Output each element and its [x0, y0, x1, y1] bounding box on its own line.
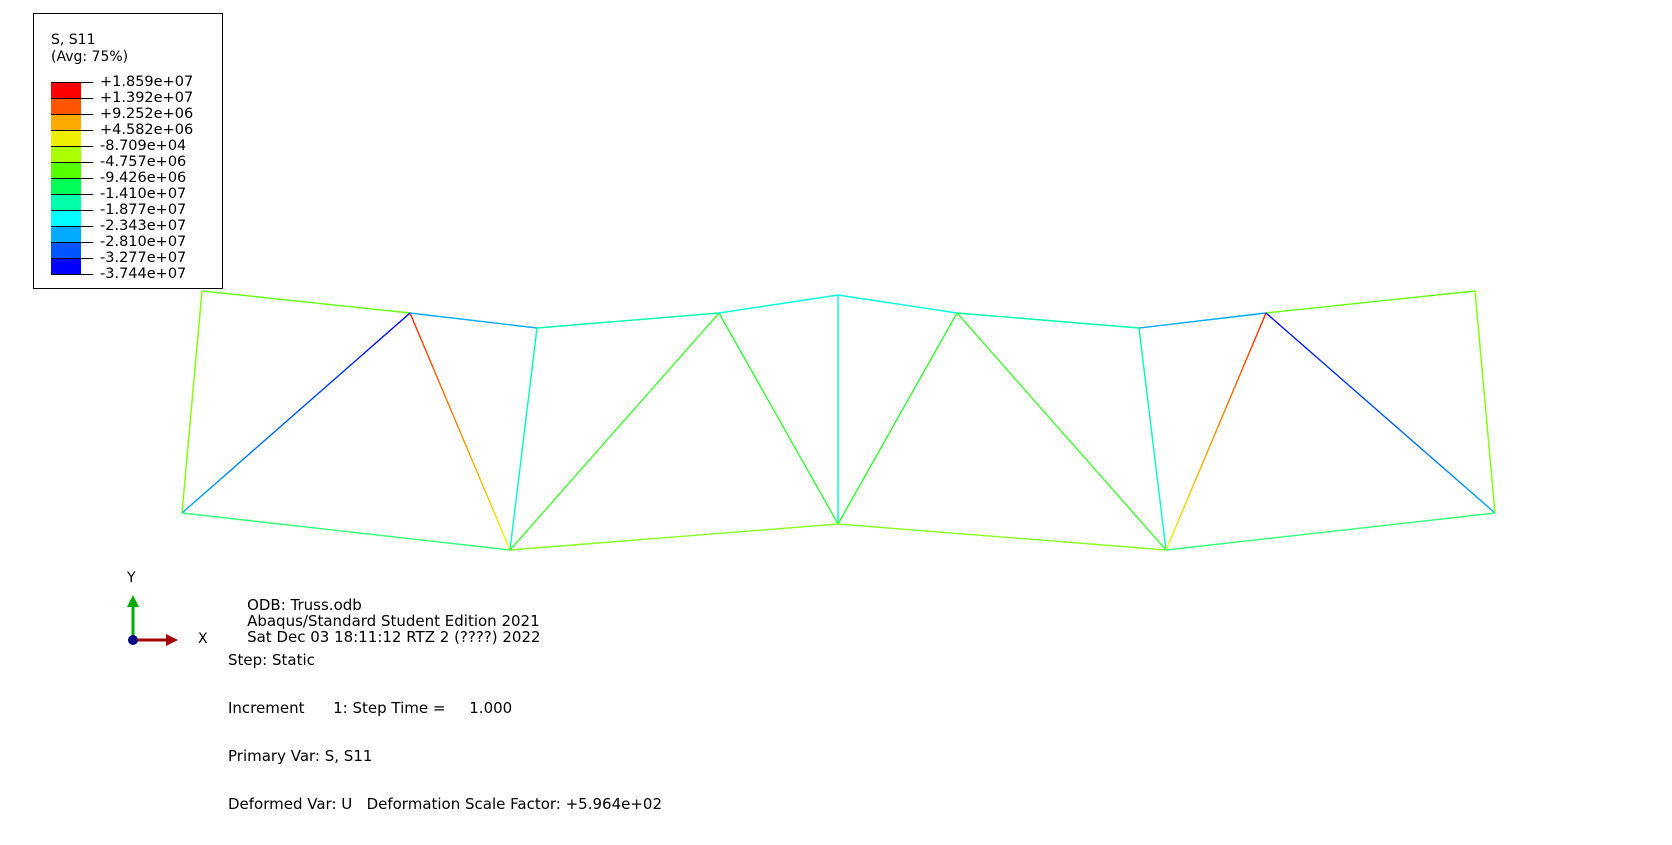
- legend-swatch: [51, 258, 81, 274]
- legend-label: -3.744e+07: [100, 266, 187, 282]
- x-axis-label: X: [198, 631, 208, 647]
- truss-member-top-2: [409, 312, 538, 329]
- legend-label: -8.709e+04: [100, 138, 187, 154]
- legend-label: -1.410e+07: [100, 186, 187, 202]
- truss-member-top-5: [837, 294, 958, 314]
- truss-member-vertical-6: [1138, 327, 1167, 551]
- truss-member-diag-4: [718, 312, 839, 525]
- deformed-variable: Deformed Var: U Deformation Scale Factor…: [228, 795, 663, 813]
- legend-tick: [81, 98, 93, 99]
- truss-member-diag-7-red: [1165, 312, 1267, 551]
- legend-tick: [81, 178, 93, 179]
- legend-title: S, S11: [51, 32, 96, 48]
- truss-member-left-vertical: [181, 290, 203, 514]
- truss-member-diag-6: [956, 312, 1167, 551]
- step-name: Step: Static: [228, 651, 315, 669]
- legend-subtitle: (Avg: 75%): [51, 49, 129, 65]
- legend-swatch: [51, 178, 81, 194]
- truss-member-top-3: [536, 312, 720, 329]
- legend-label: +1.392e+07: [100, 90, 194, 106]
- software-edition: Abaqus/Standard Student Edition 2021: [247, 612, 540, 630]
- viewport[interactable]: S, S11 (Avg: 75%) +1.859e+07 +1.392e+07 +9…: [0, 0, 1672, 812]
- truss-model: [181, 290, 1496, 551]
- legend-swatch: [51, 98, 81, 114]
- truss-member-bottom-1: [181, 512, 511, 551]
- truss-member-top-1: [201, 290, 411, 314]
- legend-bar-bottom-edge: [51, 274, 81, 275]
- truss-member-bottom-4: [1165, 512, 1496, 551]
- legend-label: -3.277e+07: [100, 250, 187, 266]
- truss-member-top-7: [1138, 312, 1267, 329]
- legend-tick: [81, 242, 93, 243]
- legend-swatch: [51, 130, 81, 146]
- step-info: Step: Static Increment 1: Step Time = 1.…: [228, 620, 662, 844]
- contour-legend[interactable]: S, S11 (Avg: 75%) +1.859e+07 +1.392e+07 +9…: [33, 13, 223, 289]
- legend-tick: [81, 162, 93, 163]
- legend-swatch: [51, 162, 81, 178]
- odb-name: ODB: Truss.odb: [247, 596, 362, 614]
- legend-label: -2.810e+07: [100, 234, 187, 250]
- legend-color-bar: [51, 82, 93, 290]
- legend-label: +9.252e+06: [100, 106, 194, 122]
- view-triad: Y X: [115, 565, 215, 655]
- legend-swatch: [51, 146, 81, 162]
- legend-tick: [81, 82, 93, 83]
- legend-swatch: [51, 242, 81, 258]
- legend-label: -9.426e+06: [100, 170, 187, 186]
- truss-member-diag-3: [509, 312, 720, 551]
- legend-swatch: [51, 194, 81, 210]
- legend-label: -1.877e+07: [100, 202, 187, 218]
- legend-tick: [81, 258, 93, 259]
- legend-label: -4.757e+06: [100, 154, 187, 170]
- truss-member-top-8: [1265, 290, 1476, 314]
- timestamp: Sat Dec 03 18:11:12 RTZ 2 (????) 2022: [247, 628, 541, 646]
- truss-member-bottom-3: [837, 523, 1167, 551]
- legend-swatch: [51, 226, 81, 242]
- truss-member-top-4: [718, 294, 839, 314]
- legend-swatch: [51, 82, 81, 98]
- y-axis-label: Y: [127, 570, 136, 586]
- legend-swatch: [51, 114, 81, 130]
- truss-member-diag-2-red: [409, 312, 511, 551]
- primary-variable: Primary Var: S, S11: [228, 747, 373, 765]
- odb-info-line: ODB: Truss.odb Abaqus/Standard Student E…: [228, 581, 565, 661]
- truss-member-top-6: [956, 312, 1140, 329]
- truss-member-vertical-2: [509, 327, 538, 551]
- legend-tick: [81, 114, 93, 115]
- truss-member-bottom-2: [509, 523, 839, 551]
- legend-label: +4.582e+06: [100, 122, 194, 138]
- legend-tick: [81, 146, 93, 147]
- truss-member-diag-1-blue: [181, 312, 411, 514]
- legend-tick: [81, 226, 93, 227]
- legend-tick: [81, 274, 93, 275]
- legend-tick: [81, 194, 93, 195]
- truss-member-diag-5: [837, 312, 958, 525]
- truss-member-diag-8-blue: [1265, 312, 1496, 514]
- triad-icon: [127, 595, 178, 646]
- truss-member-right-vertical: [1474, 290, 1496, 514]
- legend-label: +1.859e+07: [100, 74, 194, 90]
- increment-info: Increment 1: Step Time = 1.000: [228, 699, 513, 717]
- legend-tick: [81, 210, 93, 211]
- legend-swatch: [51, 210, 81, 226]
- legend-label: -2.343e+07: [100, 218, 187, 234]
- legend-tick: [81, 130, 93, 131]
